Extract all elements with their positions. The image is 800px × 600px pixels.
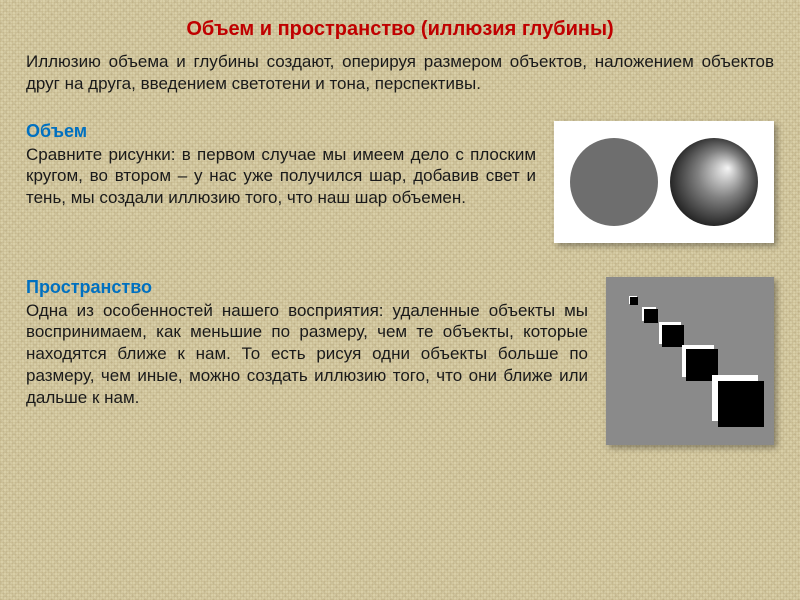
section-space-body: Одна из особенностей нашего восприятия: … — [26, 300, 588, 409]
section-volume-heading: Объем — [26, 121, 536, 142]
figure-spheres — [554, 121, 774, 243]
intro-paragraph: Иллюзию объема и глубины создают, оперир… — [26, 51, 774, 95]
section-space-heading: Пространство — [26, 277, 588, 298]
section-volume: Объем Сравните рисунки: в первом случае … — [26, 121, 774, 243]
section-space-text: Пространство Одна из особенностей нашего… — [26, 277, 588, 409]
section-volume-text: Объем Сравните рисунки: в первом случае … — [26, 121, 536, 209]
slide: Объем и пространство (иллюзия глубины) И… — [0, 0, 800, 497]
section-volume-body: Сравните рисунки: в первом случае мы име… — [26, 144, 536, 209]
slide-title: Объем и пространство (иллюзия глубины) — [26, 18, 774, 41]
section-space: Пространство Одна из особенностей нашего… — [26, 277, 774, 445]
figure-squares — [606, 277, 774, 445]
